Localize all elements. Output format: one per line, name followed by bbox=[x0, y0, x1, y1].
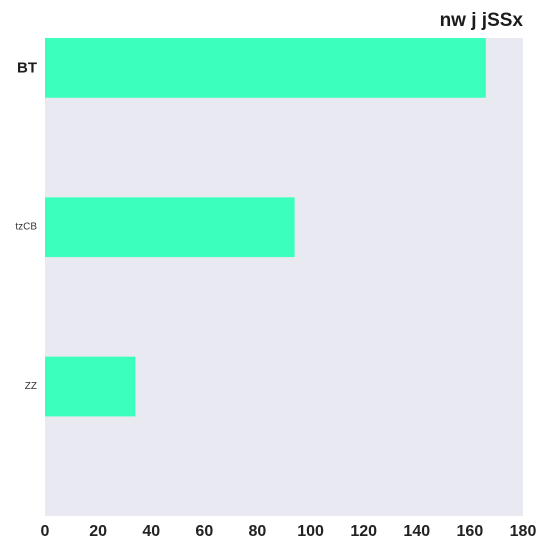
x-tick-label-40: 40 bbox=[142, 523, 160, 540]
y-tick-label-bt: BT bbox=[17, 59, 37, 76]
chart-title: nw j jSSx bbox=[439, 10, 523, 31]
bar-zz bbox=[45, 356, 136, 417]
x-tick-label-160: 160 bbox=[457, 523, 484, 540]
x-tick-labels: 0 20 40 60 80 100 120 140 160 180 bbox=[41, 523, 537, 540]
x-tick-label-120: 120 bbox=[350, 523, 377, 540]
x-tick-label-60: 60 bbox=[195, 523, 213, 540]
x-tick-label-80: 80 bbox=[249, 523, 267, 540]
plot-area bbox=[45, 38, 523, 516]
bar-bt bbox=[45, 38, 486, 98]
x-tick-label-0: 0 bbox=[41, 523, 50, 540]
bars-group bbox=[45, 38, 486, 417]
bar-tzcb bbox=[45, 197, 295, 258]
y-tick-label-zz: ZZ bbox=[25, 381, 37, 392]
y-tick-labels: BT tzCB ZZ bbox=[15, 59, 37, 392]
x-tick-label-100: 100 bbox=[297, 523, 324, 540]
x-tick-label-20: 20 bbox=[89, 523, 107, 540]
x-tick-label-140: 140 bbox=[403, 523, 430, 540]
y-tick-label-tzcb: tzCB bbox=[15, 222, 37, 233]
x-tick-label-180: 180 bbox=[510, 523, 537, 540]
